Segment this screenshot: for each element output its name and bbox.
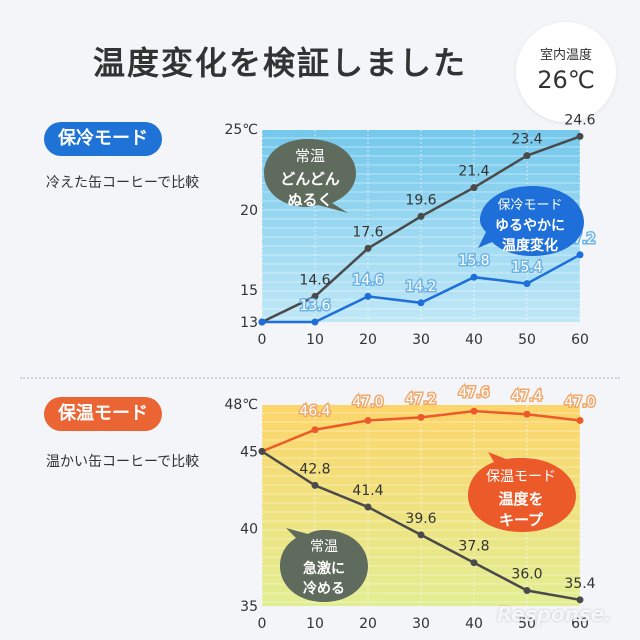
data-label: 47.2 xyxy=(405,391,436,407)
y-tick-label: 45 xyxy=(240,444,258,460)
x-tick-label: 50 xyxy=(518,616,536,632)
data-point xyxy=(576,251,584,259)
y-tick-label: 20 xyxy=(240,203,258,219)
x-tick-label: 30 xyxy=(412,332,430,348)
room-temp-callout-cold: 常温 どんどん ぬるく xyxy=(262,135,358,215)
callout-line: 急激に xyxy=(303,561,345,577)
callout-line: どんどん xyxy=(280,170,340,188)
data-point xyxy=(417,212,425,220)
data-point xyxy=(311,426,319,434)
x-tick-label: 60 xyxy=(571,332,589,348)
cold-mode-pill: 保冷モード xyxy=(44,122,162,156)
data-point xyxy=(523,280,531,288)
data-point xyxy=(470,273,478,281)
callout-line: 保温モード xyxy=(486,469,556,485)
data-point xyxy=(417,413,425,421)
data-point xyxy=(364,416,372,424)
data-point xyxy=(311,481,319,489)
data-label: 14.2 xyxy=(405,279,436,295)
data-point xyxy=(364,503,372,511)
cold-mode-callout: 保冷モード ゆるやかに 温度変化 xyxy=(474,182,586,260)
data-point xyxy=(523,410,531,418)
x-tick-label: 60 xyxy=(571,616,589,632)
data-point xyxy=(576,596,584,604)
x-tick-label: 0 xyxy=(258,616,267,632)
data-point xyxy=(417,531,425,539)
room-temp-callout-hot: 常温 急激に 冷める xyxy=(278,526,370,606)
callout-line: ゆるやかに xyxy=(495,218,565,234)
data-point xyxy=(470,559,478,567)
data-point xyxy=(417,299,425,307)
x-tick-label: 40 xyxy=(465,332,483,348)
data-point xyxy=(311,318,319,326)
callout-line: 保冷モード xyxy=(497,198,563,213)
data-point xyxy=(470,184,478,192)
data-point xyxy=(364,292,372,300)
data-point xyxy=(470,407,478,415)
x-tick-label: 40 xyxy=(465,616,483,632)
data-label: 14.6 xyxy=(299,272,330,288)
callout-line: 温度を xyxy=(498,490,544,508)
data-label: 47.0 xyxy=(564,394,595,410)
callout-line: 常温 xyxy=(294,147,325,165)
data-label: 15.4 xyxy=(511,260,542,276)
data-point xyxy=(258,447,266,455)
data-label: 17.6 xyxy=(352,224,383,240)
y-tick-label: 35 xyxy=(240,599,258,615)
y-tick-label: 25℃ xyxy=(224,122,258,138)
data-point xyxy=(576,416,584,424)
watermark: Response. xyxy=(496,602,612,626)
data-label: 14.6 xyxy=(352,272,383,288)
page-title: 温度変化を検証しました xyxy=(92,44,467,82)
callout-line: ぬるく xyxy=(287,191,333,209)
callout-line: 温度変化 xyxy=(502,238,558,254)
y-tick-label: 48℃ xyxy=(224,397,258,413)
x-tick-label: 50 xyxy=(518,332,536,348)
data-point xyxy=(576,132,584,140)
data-label: 47.4 xyxy=(511,388,542,404)
data-label: 19.6 xyxy=(405,192,436,208)
x-tick-label: 30 xyxy=(412,616,430,632)
x-tick-label: 10 xyxy=(306,332,324,348)
data-label: 13.6 xyxy=(299,298,330,314)
section-divider xyxy=(20,377,620,379)
data-label: 21.4 xyxy=(458,164,489,180)
data-label: 35.4 xyxy=(564,576,595,592)
data-label: 46.4 xyxy=(299,404,330,420)
cold-mode-description: 冷えた缶コーヒーで比較 xyxy=(46,175,200,191)
data-label: 24.6 xyxy=(564,112,595,128)
x-tick-label: 20 xyxy=(359,332,377,348)
data-label: 47.0 xyxy=(352,394,383,410)
data-point xyxy=(523,587,531,595)
data-label: 42.8 xyxy=(299,461,330,477)
data-point xyxy=(311,292,319,300)
hot-mode-description: 温かい缶コーヒーで比較 xyxy=(46,454,200,470)
data-label: 36.0 xyxy=(511,567,542,583)
data-point xyxy=(258,318,266,326)
room-temperature-label: 室内温度 xyxy=(539,48,592,63)
callout-line: 常温 xyxy=(310,539,338,555)
data-point xyxy=(364,244,372,252)
data-label: 39.6 xyxy=(405,511,436,527)
callout-line: 冷める xyxy=(303,581,345,597)
data-label: 37.8 xyxy=(458,539,489,555)
hot-mode-pill: 保温モード xyxy=(44,397,162,431)
room-temperature-value: 26℃ xyxy=(537,66,595,94)
y-tick-label: 40 xyxy=(240,522,258,538)
data-point xyxy=(523,152,531,160)
data-label: 47.6 xyxy=(458,385,489,401)
data-label: 15.8 xyxy=(458,253,489,269)
x-tick-label: 0 xyxy=(258,332,267,348)
data-label: 41.4 xyxy=(352,483,383,499)
x-tick-label: 10 xyxy=(306,616,324,632)
y-tick-label: 13 xyxy=(240,315,258,331)
data-label: 23.4 xyxy=(511,132,542,148)
x-tick-label: 20 xyxy=(359,616,377,632)
hot-mode-callout: 保温モード 温度を キープ xyxy=(462,450,580,536)
callout-line: キープ xyxy=(498,511,544,529)
y-tick-label: 15 xyxy=(240,283,258,299)
room-temperature-badge: 室内温度 26℃ xyxy=(516,22,616,122)
